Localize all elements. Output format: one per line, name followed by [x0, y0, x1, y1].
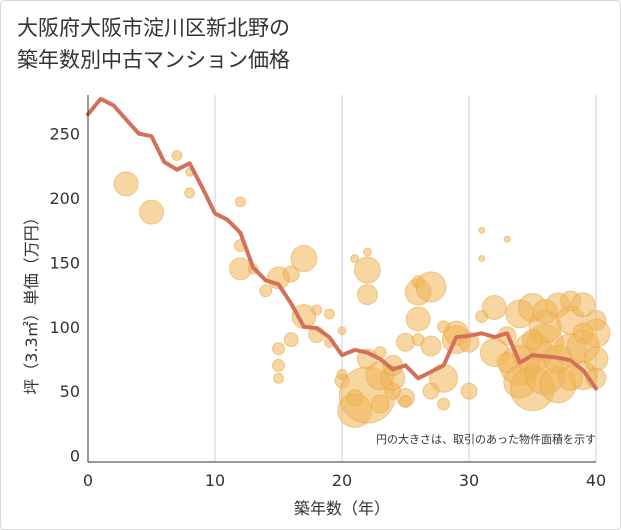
- bubble-point-44: [415, 271, 447, 303]
- x-tick-label-3: 30: [459, 471, 479, 490]
- bubble-point-27: [356, 284, 378, 306]
- y-tick-label-1: 50: [60, 382, 80, 401]
- bubble-point-24: [336, 368, 348, 380]
- bubble-point-79: [570, 292, 596, 318]
- y-axis-label: 坪（3.3㎡）単価（万円）: [22, 209, 41, 394]
- bubble-point-11: [282, 265, 300, 283]
- trend-line-layer: [86, 96, 598, 391]
- bubble-point-26: [353, 256, 381, 284]
- chart-title-line-2: 築年数別中古マンション価格: [17, 48, 290, 72]
- bubble-point-20: [323, 308, 335, 320]
- bubble-point-53: [478, 226, 486, 234]
- bubble-point-85: [522, 329, 543, 351]
- bubble-point-3: [184, 187, 196, 199]
- bubble-point-87: [346, 389, 364, 407]
- bubble-point-88: [370, 394, 390, 414]
- bubble-point-81: [581, 318, 611, 348]
- x-tick-label-0: 0: [83, 471, 93, 490]
- bubble-point-82: [583, 346, 609, 372]
- x-tick-labels: 0 10 20 30 40: [83, 471, 606, 490]
- axes: [87, 95, 596, 463]
- bubble-point-2: [171, 150, 183, 162]
- x-tick-label-1: 10: [205, 471, 225, 490]
- y-tick-label-5: 250: [49, 125, 80, 144]
- bubble-point-5: [234, 196, 246, 208]
- bubble-point-14: [272, 342, 285, 356]
- size-note: 円の大きさは、取引のあった物件面積を示す: [376, 432, 596, 446]
- x-tick-label-4: 40: [586, 471, 606, 490]
- bubble-point-89: [422, 382, 440, 400]
- bubble-point-12: [290, 245, 318, 273]
- x-tick-label-2: 20: [332, 471, 352, 490]
- bubble-point-54: [478, 255, 486, 263]
- y-tick-label-2: 100: [49, 318, 80, 337]
- bubble-point-37: [396, 332, 415, 352]
- bubble-point-58: [503, 235, 511, 243]
- bubble-point-0: [113, 171, 139, 197]
- y-tick-labels: 0 50 100 150 200 250: [49, 125, 80, 466]
- bubble-point-1: [139, 199, 164, 225]
- bubble-point-39: [399, 394, 412, 408]
- chart-title-line-1: 大阪府大阪市淀川区新北野の: [17, 16, 290, 40]
- bubble-point-9: [259, 284, 273, 298]
- bubble-point-51: [460, 382, 478, 400]
- bubble-point-17: [283, 332, 299, 348]
- bubble-point-48: [437, 397, 451, 411]
- chart-title: 大阪府大阪市淀川区新北野の 築年数別中古マンション価格: [17, 12, 290, 76]
- trend-line: [86, 96, 598, 391]
- bubble-point-86: [496, 352, 518, 374]
- bubble-point-56: [481, 294, 507, 320]
- bubble-point-18: [311, 304, 323, 316]
- bubble-layer: [113, 150, 611, 428]
- bubble-point-29: [350, 254, 360, 264]
- bubble-point-16: [273, 372, 284, 384]
- bubble-point-84: [558, 365, 584, 391]
- bubble-point-15: [272, 358, 285, 372]
- x-axis-label: 築年数（年）: [294, 499, 390, 518]
- y-tick-label-3: 150: [49, 253, 80, 272]
- y-tick-label-0: 0: [70, 447, 80, 466]
- bubble-point-45: [420, 335, 442, 357]
- bubble-point-28: [362, 247, 372, 257]
- bubble-point-22: [337, 326, 347, 336]
- bubble-point-41: [405, 306, 431, 332]
- y-tick-label-4: 200: [49, 189, 80, 208]
